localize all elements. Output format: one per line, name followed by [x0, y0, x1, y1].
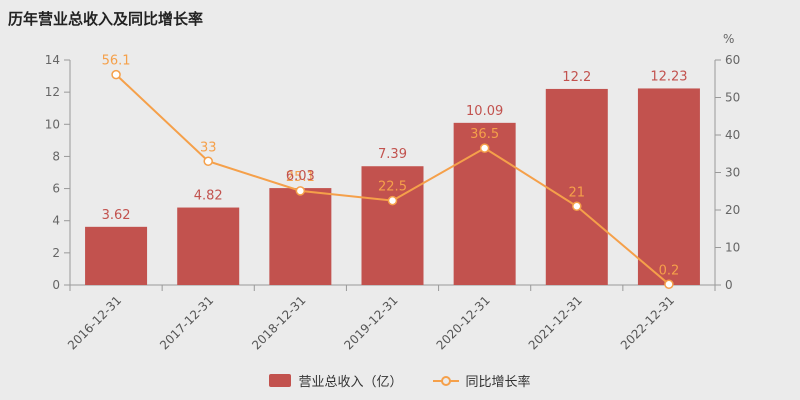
revenue-bar[interactable] [269, 188, 332, 285]
left-axis-tick-label: 0 [52, 278, 60, 292]
growth-value-label: 22.5 [378, 180, 407, 195]
legend-item-revenue[interactable]: 营业总收入（亿） [269, 371, 403, 390]
right-axis-tick-label: 30 [725, 166, 740, 180]
x-axis-category-label: 2022-12-31 [618, 293, 677, 352]
growth-point[interactable] [572, 201, 582, 211]
left-axis-tick-label: 2 [52, 246, 60, 260]
legend-label-growth: 同比增长率 [465, 375, 531, 390]
revenue-bar[interactable] [361, 166, 424, 285]
growth-value-label: 21 [569, 185, 586, 200]
x-axis-category-label: 2021-12-31 [526, 293, 585, 352]
growth-point[interactable] [295, 186, 306, 196]
left-axis-tick-label: 8 [52, 149, 60, 163]
x-axis-category-label: 2019-12-31 [341, 293, 400, 352]
right-axis-unit-label: % [723, 32, 734, 46]
left-axis-tick-label: 10 [45, 117, 60, 131]
line-marker-dot-icon [440, 375, 451, 386]
legend: 营业总收入（亿） 同比增长率 [0, 371, 800, 390]
revenue-bar[interactable] [177, 207, 240, 285]
growth-value-label: 25.1 [286, 170, 315, 185]
right-axis-tick-label: 40 [725, 128, 740, 142]
growth-value-label: 36.5 [470, 127, 499, 142]
revenue-value-label: 7.39 [378, 147, 407, 162]
growth-point[interactable] [664, 279, 674, 289]
x-axis-category-label: 2016-12-31 [65, 293, 124, 352]
growth-value-label: 33 [200, 140, 217, 155]
legend-label-revenue: 营业总收入（亿） [298, 375, 403, 390]
right-axis-tick-label: 10 [725, 241, 740, 255]
x-axis-category-label: 2020-12-31 [434, 293, 493, 352]
revenue-value-label: 12.23 [650, 69, 687, 84]
revenue-bar[interactable] [545, 88, 608, 285]
revenue-value-label: 6.03 [286, 169, 315, 184]
left-axis-tick-label: 4 [52, 214, 60, 228]
revenue-bar[interactable] [85, 226, 148, 285]
revenue-value-label: 3.62 [102, 208, 131, 223]
legend-item-growth[interactable]: 同比增长率 [432, 371, 531, 390]
growth-point[interactable] [111, 69, 121, 80]
growth-point[interactable] [203, 156, 213, 166]
line-swatch-icon [432, 374, 459, 387]
left-axis-tick-label: 14 [45, 53, 60, 67]
revenue-value-label: 12.2 [562, 70, 591, 85]
x-axis-category-label: 2018-12-31 [249, 293, 308, 352]
revenue-value-label: 10.09 [466, 104, 503, 119]
x-axis-category-label: 2017-12-31 [157, 293, 216, 352]
revenue-value-label: 4.82 [194, 189, 223, 204]
chart-title: 历年营业总收入及同比增长率 [8, 10, 204, 28]
left-axis-tick-label: 12 [45, 85, 60, 99]
right-axis-tick-label: 20 [725, 203, 740, 217]
right-axis-tick-label: 50 [725, 91, 740, 105]
growth-point[interactable] [387, 195, 398, 206]
growth-value-label: 0.2 [659, 263, 680, 278]
right-axis-tick-label: 0 [725, 278, 733, 292]
bar-swatch-icon [269, 374, 292, 387]
growth-value-label: 56.1 [102, 54, 131, 69]
right-axis-tick-label: 60 [725, 53, 740, 67]
left-axis-tick-label: 6 [52, 182, 60, 196]
growth-point[interactable] [479, 143, 490, 153]
revenue-bar[interactable] [637, 88, 700, 285]
